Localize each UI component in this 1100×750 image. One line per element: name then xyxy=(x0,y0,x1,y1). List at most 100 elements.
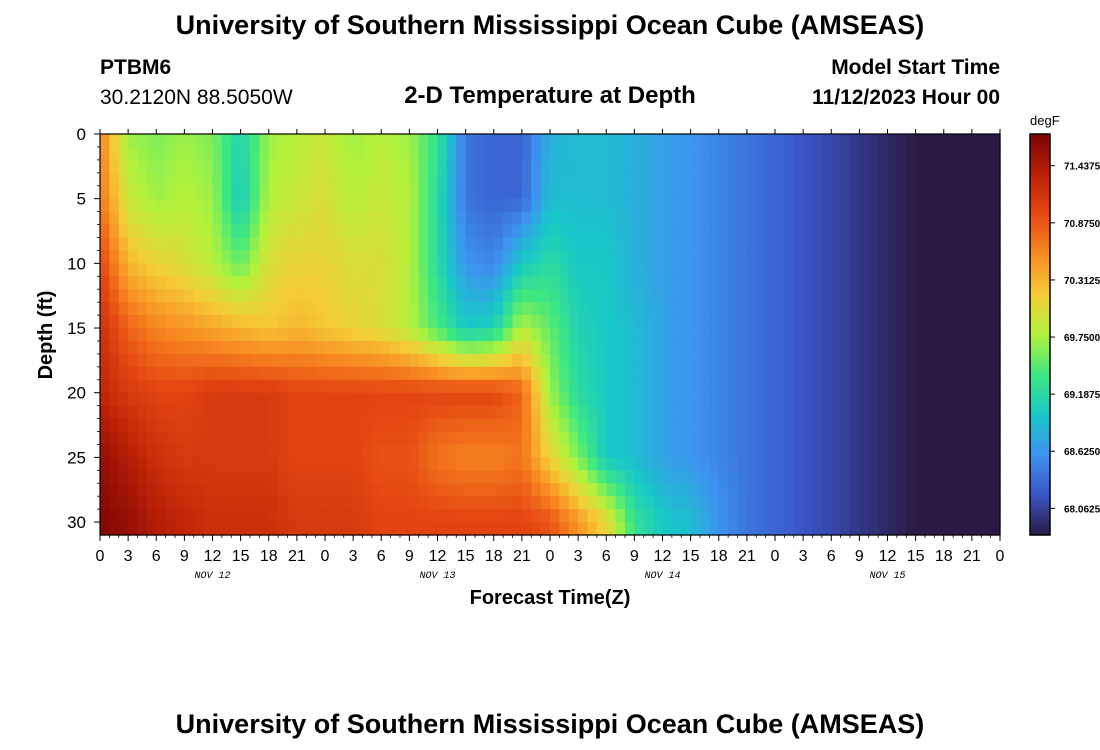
heatmap-cell xyxy=(737,392,748,407)
heatmap-cell xyxy=(784,276,795,290)
heatmap-cell xyxy=(400,353,410,368)
heatmap-cell xyxy=(868,483,879,497)
heatmap-cell xyxy=(456,185,467,200)
heatmap-cell xyxy=(718,418,729,433)
heatmap-cell xyxy=(287,198,298,213)
heatmap-cell xyxy=(915,483,926,497)
heatmap-cell xyxy=(175,457,185,471)
heatmap-cell xyxy=(615,134,626,148)
heatmap-cell xyxy=(503,457,514,471)
heatmap-cell xyxy=(718,315,729,329)
heatmap-cell xyxy=(559,496,570,510)
heatmap-cell xyxy=(671,224,682,239)
heatmap-cell xyxy=(550,211,560,226)
heatmap-cell xyxy=(718,366,729,381)
heatmap-cell xyxy=(418,366,429,381)
heatmap-cell xyxy=(746,405,757,420)
heatmap-cell xyxy=(334,134,345,148)
heatmap-cell xyxy=(587,392,598,407)
heatmap-cell xyxy=(137,315,148,329)
heatmap-cell xyxy=(128,211,139,226)
heatmap-cell xyxy=(925,444,935,458)
heatmap-cell xyxy=(568,366,579,381)
heatmap-cell xyxy=(971,276,982,290)
heatmap-cell xyxy=(390,392,401,407)
heatmap-cell xyxy=(521,431,532,446)
heatmap-cell xyxy=(456,276,467,290)
heatmap-cell xyxy=(878,379,889,394)
heatmap-cell xyxy=(671,483,682,497)
heatmap-cell xyxy=(221,392,232,407)
heatmap-cell xyxy=(812,250,823,264)
heatmap-cell xyxy=(709,211,720,226)
heatmap-cell xyxy=(906,159,917,174)
heatmap-cell xyxy=(118,457,129,471)
heatmap-cell xyxy=(756,340,767,355)
heatmap-cell xyxy=(409,315,420,329)
heatmap-cell xyxy=(118,237,129,252)
heatmap-cell xyxy=(643,496,654,510)
heatmap-cell xyxy=(100,470,110,484)
heatmap-cell xyxy=(850,470,860,484)
heatmap-cell xyxy=(821,302,832,316)
heatmap-cell xyxy=(700,302,710,316)
heatmap-cell xyxy=(521,185,532,200)
heatmap-cell xyxy=(315,263,326,277)
heatmap-cell xyxy=(268,366,279,381)
heatmap-cell xyxy=(943,328,954,342)
heatmap-cell xyxy=(231,224,242,239)
heatmap-cell xyxy=(137,237,148,252)
heatmap-cell xyxy=(737,328,748,342)
heatmap-cell xyxy=(100,237,110,252)
heatmap-cell xyxy=(915,470,926,484)
heatmap-cell xyxy=(484,353,495,368)
heatmap-cell xyxy=(625,366,635,381)
heatmap-cell xyxy=(728,134,739,148)
heatmap-cell xyxy=(250,134,260,148)
heatmap-cell xyxy=(531,353,542,368)
heatmap-cell xyxy=(296,328,307,342)
heatmap-cell xyxy=(953,172,964,187)
heatmap-cell xyxy=(943,237,954,252)
heatmap-cell xyxy=(831,457,842,471)
heatmap-cell xyxy=(334,185,345,200)
heatmap-cell xyxy=(268,483,279,497)
heatmap-cell xyxy=(700,353,710,368)
heatmap-cell xyxy=(962,483,973,497)
heatmap-cell xyxy=(840,379,851,394)
heatmap-cell xyxy=(381,302,392,316)
heatmap-cell xyxy=(906,198,917,213)
heatmap-cell xyxy=(100,134,110,148)
heatmap-cell xyxy=(981,431,992,446)
heatmap-cell xyxy=(831,496,842,510)
heatmap-cell xyxy=(990,276,1001,290)
heatmap-cell xyxy=(418,276,429,290)
heatmap-cell xyxy=(118,159,129,174)
heatmap-cell xyxy=(315,198,326,213)
heatmap-cell xyxy=(887,237,898,252)
heatmap-cell xyxy=(737,289,748,303)
heatmap-cell xyxy=(793,405,804,420)
date-label: NOV 12 xyxy=(194,571,230,582)
heatmap-cell xyxy=(128,366,139,381)
heatmap-cell xyxy=(793,366,804,381)
heatmap-cell xyxy=(859,509,870,523)
heatmap-cell xyxy=(381,159,392,174)
heatmap-cell xyxy=(615,496,626,510)
heatmap-cell xyxy=(315,418,326,433)
heatmap-cell xyxy=(793,224,804,239)
heatmap-cell xyxy=(109,198,120,213)
heatmap-cell xyxy=(690,315,701,329)
heatmap-cell xyxy=(456,496,467,510)
heatmap-cell xyxy=(484,418,495,433)
heatmap-cell xyxy=(484,250,495,264)
heatmap-cell xyxy=(737,340,748,355)
heatmap-cell xyxy=(531,340,542,355)
heatmap-cell xyxy=(971,172,982,187)
heatmap-cell xyxy=(428,340,439,355)
heatmap-cell xyxy=(137,328,148,342)
heatmap-cell xyxy=(859,289,870,303)
heatmap-cell xyxy=(128,418,139,433)
heatmap-cell xyxy=(231,263,242,277)
heatmap-cell xyxy=(756,379,767,394)
